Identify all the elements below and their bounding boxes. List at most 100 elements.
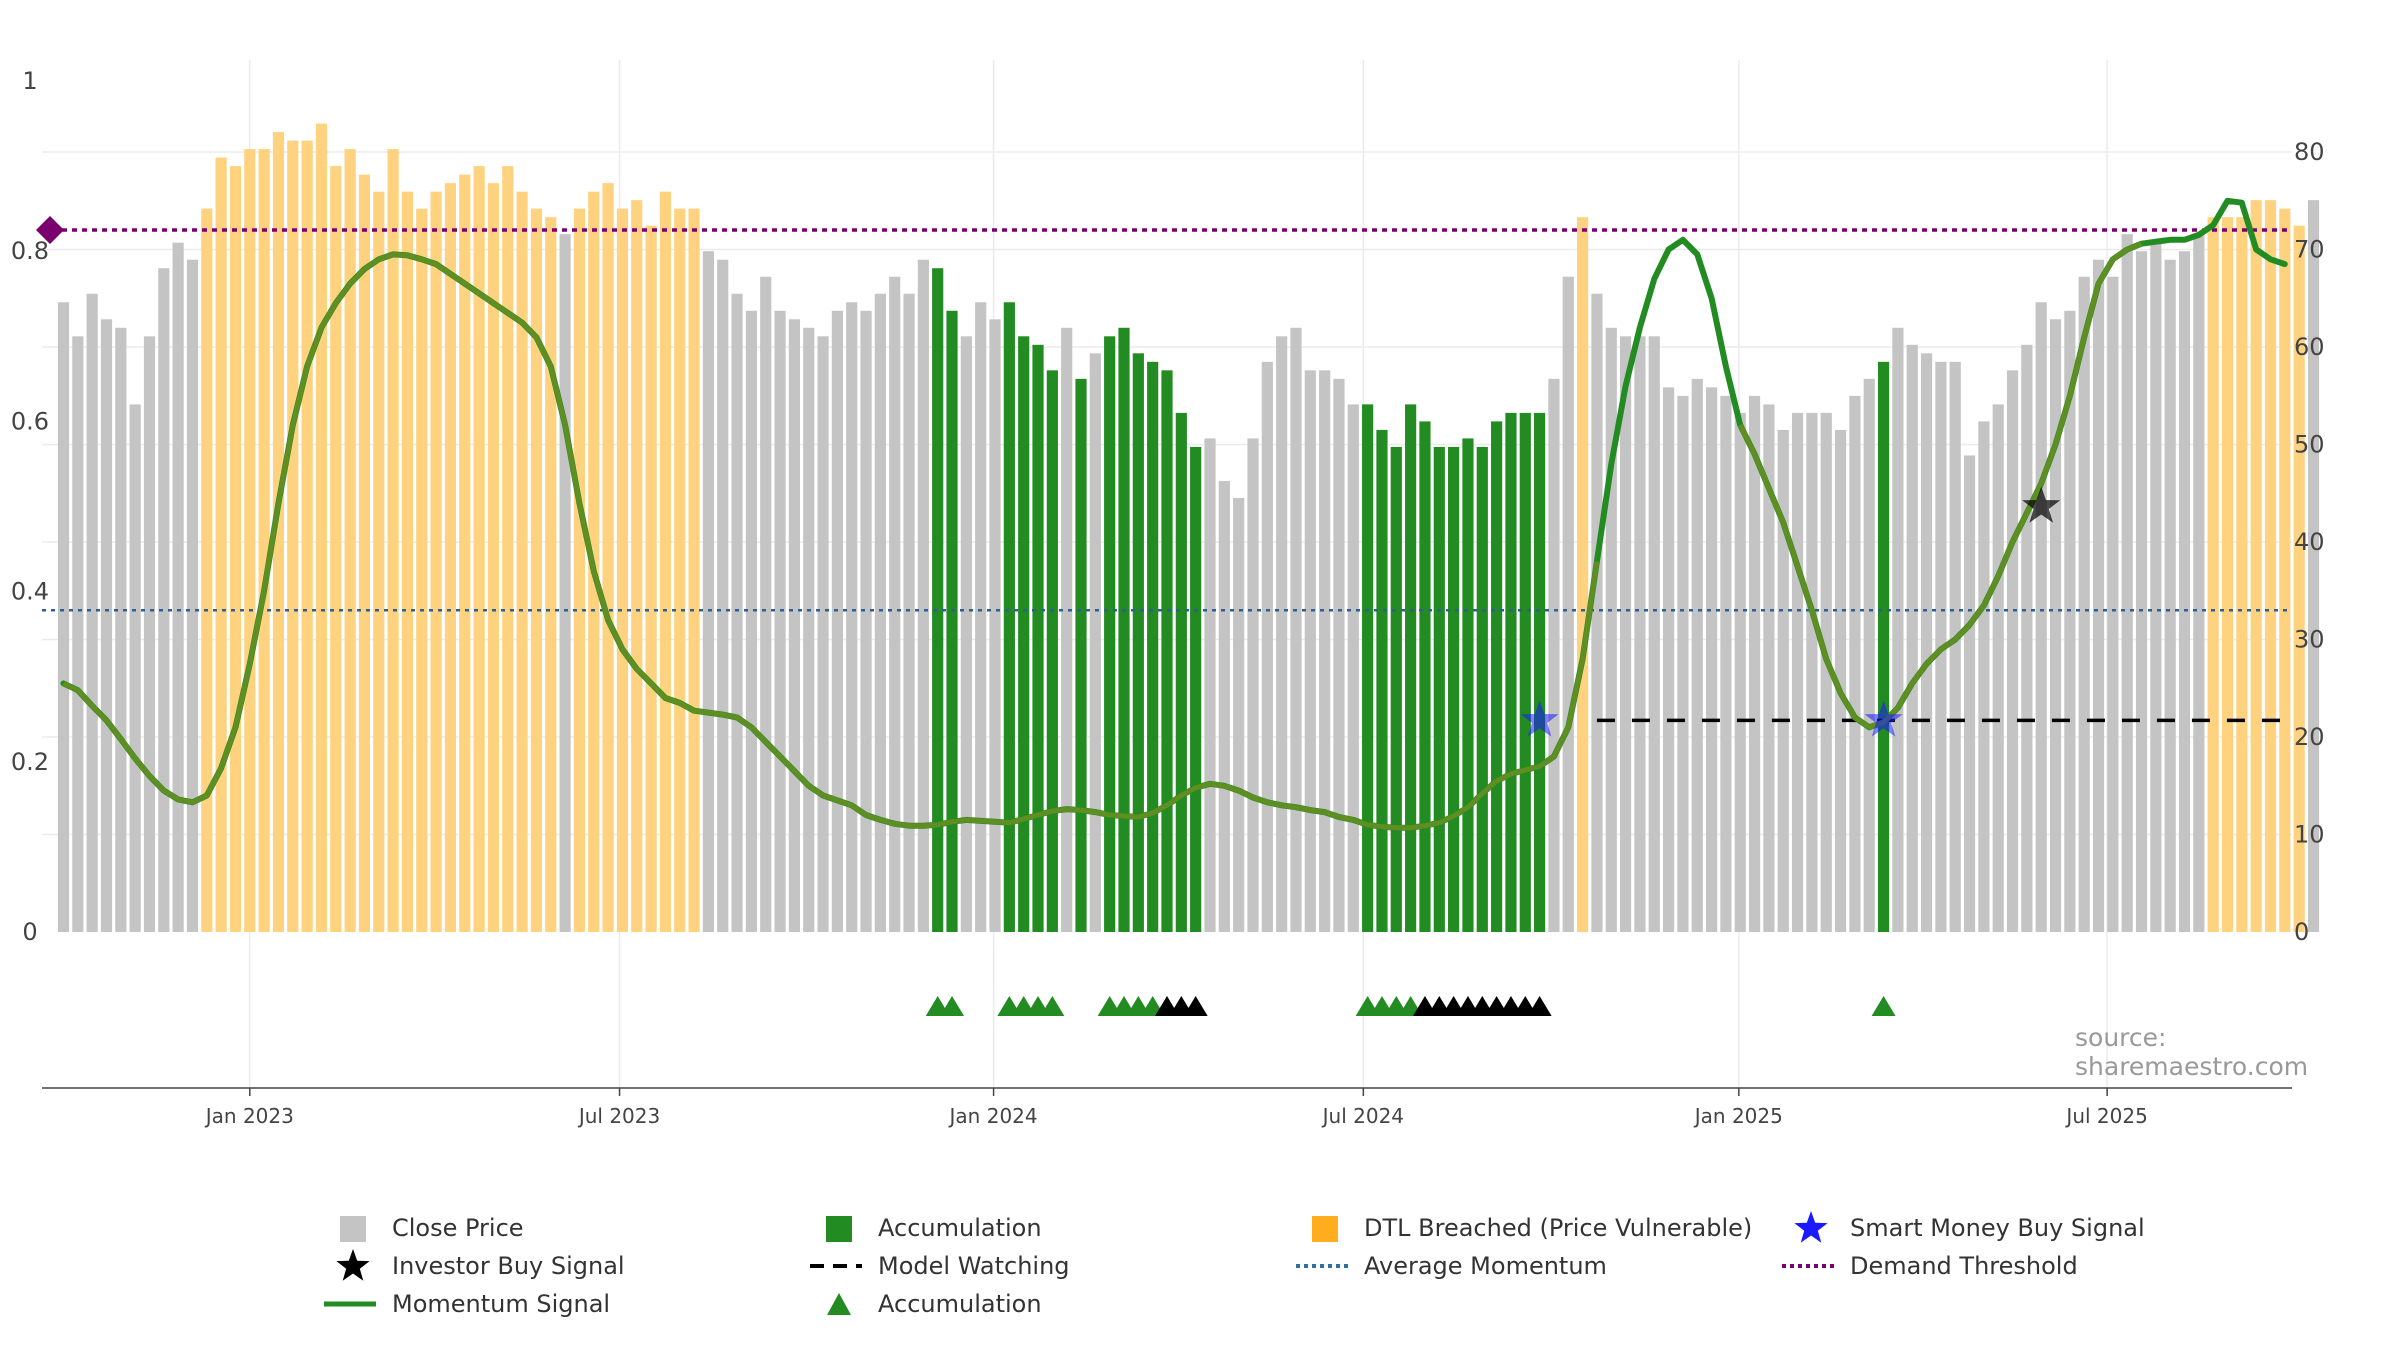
accumulation-bar xyxy=(1419,421,1431,932)
close-price-bar xyxy=(186,259,199,933)
legend-label: Average Momentum xyxy=(1364,1252,1607,1280)
close-price-bar xyxy=(760,276,772,933)
close-price-bar xyxy=(1304,370,1316,933)
legend-item-accumulation-bar: Accumulation xyxy=(808,1210,1042,1246)
close-price-bar xyxy=(788,319,800,932)
signal-lines xyxy=(42,197,2292,831)
close-price-bar xyxy=(1247,438,1259,932)
close-price-bar xyxy=(1820,412,1832,932)
source-label: source: sharemaestro.com xyxy=(2075,1023,2309,1081)
y-right-tick-label: 30 xyxy=(2294,626,2325,654)
momentum-signal-line-shaded xyxy=(1737,241,2143,730)
dtl-breached-bar xyxy=(1577,217,1589,932)
dtl-breached-bar xyxy=(674,208,686,932)
x-tick-label: Jul 2025 xyxy=(2064,1104,2147,1128)
close-price-bar xyxy=(1748,395,1761,932)
accumulation-bar xyxy=(1132,353,1144,932)
dtl-breached-bar xyxy=(373,191,385,932)
smart-money-buy-star xyxy=(1520,700,1559,737)
legend-label: Momentum Signal xyxy=(392,1290,611,1318)
close-price-bar xyxy=(1204,438,1216,932)
dtl-breached-bar xyxy=(2221,217,2234,932)
accumulation-bar xyxy=(1448,446,1460,932)
close-price-bar xyxy=(2121,234,2133,932)
close-price-bar xyxy=(1963,455,1976,932)
green-square-icon xyxy=(808,1210,864,1246)
legend: Close Price Accumulation DTL Breached (P… xyxy=(0,1210,2400,1330)
accumulation-bar xyxy=(1161,370,1173,933)
accumulation-bar xyxy=(932,268,944,933)
dtl-breached-bar xyxy=(301,140,313,932)
close-price-bar xyxy=(731,293,743,932)
legend-label: Close Price xyxy=(392,1214,524,1242)
legend-label: DTL Breached (Price Vulnerable) xyxy=(1364,1214,1753,1242)
investor-buy-star xyxy=(2022,486,2061,523)
dtl-breached-bar xyxy=(573,208,586,932)
y-left-tick-label: 1 xyxy=(22,67,37,95)
close-price-bar xyxy=(2078,276,2090,933)
accumulation-bar xyxy=(1491,421,1503,932)
close-price-bar xyxy=(158,268,170,933)
dtl-breached-bar xyxy=(315,123,328,933)
close-price-bar xyxy=(774,310,786,932)
close-price-bar xyxy=(2107,276,2119,933)
close-price-bar xyxy=(831,310,843,932)
close-price-bar xyxy=(1562,276,1574,933)
accumulation-bar xyxy=(1362,404,1374,932)
accumulation-bar xyxy=(1175,412,1187,932)
demand-threshold-marker xyxy=(36,216,64,244)
close-price-bar xyxy=(745,310,757,932)
accumulation-bar xyxy=(1075,378,1087,933)
accumulation-bar xyxy=(1376,429,1388,932)
dtl-breached-bar xyxy=(459,174,471,933)
y-left-tick-label: 0.6 xyxy=(11,407,49,435)
close-price-bar xyxy=(2064,310,2076,932)
dtl-breached-bar xyxy=(229,166,242,933)
blue-dotted-line-icon xyxy=(1294,1248,1350,1284)
legend-label: Accumulation xyxy=(878,1290,1042,1318)
accumulation-bar xyxy=(1018,336,1030,932)
close-price-bar xyxy=(1763,404,1775,932)
dtl-breached-bar xyxy=(659,191,671,932)
close-price-bar xyxy=(129,404,141,932)
close-price-bar xyxy=(2049,319,2062,932)
y-right-tick-label: 20 xyxy=(2294,723,2325,751)
dtl-breached-bar xyxy=(430,191,442,932)
orange-square-icon xyxy=(1294,1210,1350,1246)
close-price-bar xyxy=(1691,378,1703,933)
close-price-bar xyxy=(2021,344,2033,932)
dtl-breached-bar xyxy=(631,200,643,932)
dtl-breached-bar xyxy=(215,157,227,933)
legend-item-smart-money: Smart Money Buy Signal xyxy=(1780,1210,2145,1246)
gray-square-icon xyxy=(322,1210,378,1246)
dtl-breached-bar xyxy=(545,217,557,932)
accumulation-bar xyxy=(946,310,958,932)
accumulation-bar xyxy=(1003,302,1015,932)
close-price-bar xyxy=(989,319,1001,932)
close-price-bar xyxy=(143,336,156,932)
close-price-bar xyxy=(1734,412,1746,932)
dtl-breached-bar xyxy=(387,149,399,932)
legend-label: Investor Buy Signal xyxy=(392,1252,625,1280)
close-price-bar xyxy=(2193,234,2205,932)
dtl-breached-bar xyxy=(201,208,213,932)
dtl-breached-bar xyxy=(645,225,657,933)
close-price-bar xyxy=(1777,429,1789,932)
dtl-breached-bar xyxy=(2264,200,2277,932)
close-price-bar xyxy=(1233,497,1245,932)
dtl-breached-bar xyxy=(244,149,256,932)
close-price-bar xyxy=(1347,404,1359,932)
close-price-bar xyxy=(702,251,714,932)
close-price-bar xyxy=(1591,293,1603,932)
accumulation-marker-green xyxy=(1871,996,1896,1016)
close-price-bar xyxy=(1992,404,2004,932)
close-price-bar xyxy=(846,302,858,932)
accumulation-marker-green xyxy=(940,996,965,1016)
close-price-bar xyxy=(1620,336,1632,932)
accumulation-marker-black xyxy=(1527,996,1552,1016)
accumulation-bar xyxy=(1190,446,1202,932)
accumulation-bar xyxy=(1118,327,1130,932)
close-price-bar xyxy=(1906,344,1918,932)
close-price-bar xyxy=(1605,327,1617,932)
